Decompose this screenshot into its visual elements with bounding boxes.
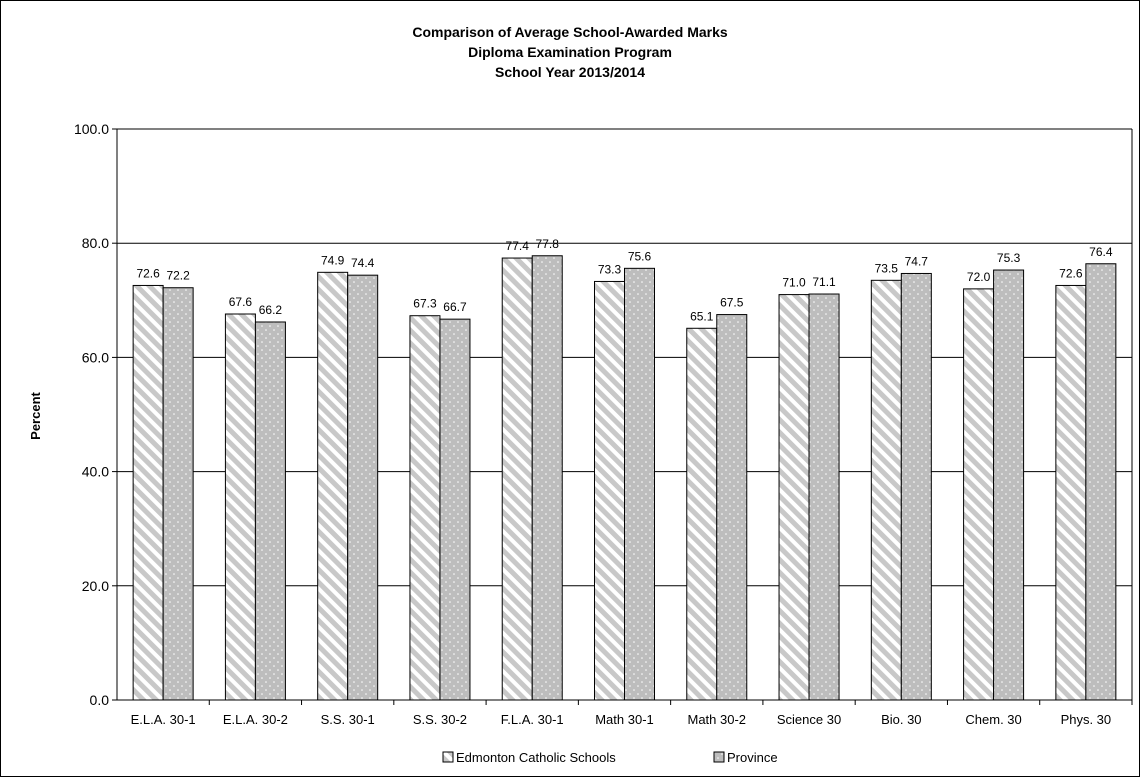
x-category-label: S.S. 30-1 [321, 712, 375, 727]
chart-title-line-3: School Year 2013/2014 [495, 64, 645, 80]
ecs-value-label: 67.6 [229, 295, 253, 309]
x-category-label: Science 30 [777, 712, 841, 727]
legend-swatch [713, 751, 725, 763]
bars-layer [132, 255, 1117, 701]
y-tick-label: 60.0 [82, 349, 109, 365]
province-bar [254, 321, 286, 701]
province-bar [347, 274, 379, 701]
x-category-label: S.S. 30-2 [413, 712, 467, 727]
ecs-bar [686, 327, 718, 701]
ecs-bar [870, 279, 902, 701]
legend-item-ecs: Edmonton Catholic Schools [442, 750, 616, 765]
ecs-value-label: 71.0 [782, 276, 806, 290]
province-bar [531, 255, 563, 701]
province-bar [439, 318, 471, 701]
ecs-bar [778, 294, 810, 701]
x-category-label: F.L.A. 30-1 [501, 712, 564, 727]
ecs-bar [224, 313, 256, 701]
ecs-bar [594, 280, 625, 701]
x-category-label: E.L.A. 30-1 [131, 712, 196, 727]
ecs-bar [1055, 284, 1087, 701]
province-value-label: 74.4 [351, 256, 375, 270]
province-bar [1085, 263, 1117, 701]
chart-title-line-1: Comparison of Average School-Awarded Mar… [412, 24, 728, 40]
province-value-label: 66.2 [259, 303, 283, 317]
ecs-value-label: 73.3 [598, 262, 622, 276]
x-category-label: Chem. 30 [965, 712, 1021, 727]
legend: Edmonton Catholic Schools Province [442, 750, 778, 765]
x-category-label: Bio. 30 [881, 712, 921, 727]
ecs-value-label: 72.6 [1059, 266, 1083, 280]
legend-item-province: Province [713, 750, 778, 765]
province-bar [993, 269, 1025, 701]
y-tick-label: 20.0 [82, 578, 109, 594]
y-tick-label: 40.0 [82, 464, 109, 480]
province-value-label: 71.1 [812, 275, 836, 289]
ecs-bar [409, 315, 441, 701]
province-value-label: 67.5 [720, 296, 744, 310]
province-value-label: 76.4 [1089, 245, 1113, 259]
province-value-label: 72.2 [166, 269, 190, 283]
province-value-label: 75.6 [628, 249, 652, 263]
x-category-label: Math 30-1 [595, 712, 654, 727]
labels-layer: 72.6 72.2 67.6 66.2 74.9 74.4 67.3 66.7 77.4 77.8… [136, 237, 1112, 324]
y-tick-label: 100.0 [74, 121, 109, 137]
province-bar [162, 287, 194, 701]
legend-label: Edmonton Catholic Schools [456, 750, 616, 765]
province-bar [624, 267, 655, 701]
ecs-bar [963, 288, 995, 701]
y-tick-label: 0.0 [90, 692, 110, 708]
legend-label: Province [727, 750, 778, 765]
ecs-value-label: 67.3 [413, 297, 437, 311]
axis-layer: 0.0 20.0 40.0 60.0 80.0 100.0 E.L.A. 30-1 E.L.A… [74, 121, 1133, 727]
ecs-value-label: 72.0 [967, 270, 991, 284]
x-category-label: Phys. 30 [1061, 712, 1112, 727]
province-value-label: 75.3 [997, 251, 1021, 265]
legend-swatch [442, 751, 454, 763]
province-bar [900, 272, 932, 701]
ecs-value-label: 73.5 [875, 261, 899, 275]
ecs-bar [132, 284, 164, 701]
province-value-label: 66.7 [443, 300, 467, 314]
y-axis-label: Percent [28, 391, 43, 439]
ecs-value-label: 77.4 [506, 239, 530, 253]
province-bar [716, 314, 748, 701]
x-category-label: E.L.A. 30-2 [223, 712, 288, 727]
ecs-bar [317, 271, 349, 701]
province-bar [808, 293, 840, 701]
ecs-value-label: 74.9 [321, 253, 345, 267]
ecs-value-label: 72.6 [136, 266, 160, 280]
ecs-bar [501, 257, 533, 701]
chart-title-line-2: Diploma Examination Program [468, 44, 672, 60]
ecs-value-label: 65.1 [690, 309, 714, 323]
y-tick-label: 80.0 [82, 235, 109, 251]
x-category-label: Math 30-2 [687, 712, 746, 727]
province-value-label: 77.8 [536, 237, 560, 251]
province-value-label: 74.7 [905, 254, 929, 268]
